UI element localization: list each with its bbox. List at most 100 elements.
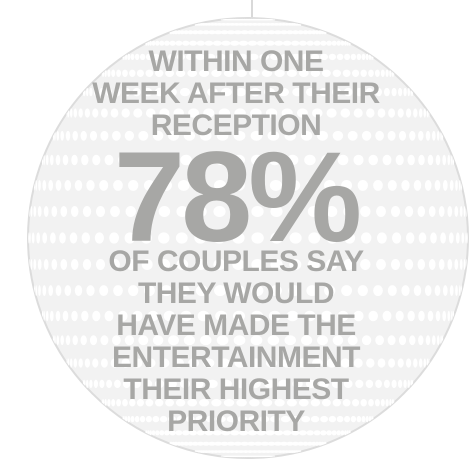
mirror-tile <box>373 179 383 191</box>
mirror-tile <box>375 130 384 141</box>
mirror-tile <box>205 415 216 423</box>
mirror-tile <box>332 130 344 141</box>
mirror-tile <box>357 285 368 297</box>
mirror-tile <box>267 130 280 141</box>
mirror-tile <box>375 335 384 346</box>
mirror-tile <box>247 441 256 446</box>
mirror-tile <box>300 335 313 346</box>
mirror-tile <box>365 379 374 389</box>
mirror-tile <box>311 441 317 446</box>
mirror-tile <box>92 108 99 118</box>
mirror-tile <box>179 30 185 35</box>
mirror-tile <box>48 285 54 297</box>
mirror-tile <box>459 205 463 218</box>
mirror-tile <box>139 415 146 423</box>
mirror-tile <box>305 379 317 389</box>
mirror-tile <box>168 335 179 346</box>
mirror-tile <box>199 398 210 407</box>
mirror-tile <box>424 285 432 297</box>
mirror-tile <box>315 441 320 446</box>
mirror-tile <box>226 415 237 423</box>
mirror-tile <box>447 258 453 271</box>
mirror-tile <box>398 87 403 97</box>
mirror-tile <box>197 441 204 446</box>
mirror-tile <box>194 258 207 271</box>
mirror-tile <box>112 130 121 141</box>
mirror-tile <box>292 379 303 389</box>
mirror-tile <box>221 430 231 436</box>
mirror-tile <box>218 358 231 368</box>
mirror-tile <box>43 310 45 322</box>
mirror-tile <box>236 398 247 407</box>
mirror-tile <box>145 398 154 407</box>
mirror-tile <box>302 30 309 35</box>
mirror-tile <box>267 335 280 346</box>
mirror-tile <box>145 108 156 118</box>
mirror-tile <box>337 310 349 322</box>
mirror-tile <box>167 379 177 389</box>
mirror-tile <box>212 40 222 46</box>
mirror-tile <box>159 415 168 423</box>
mirror-tile <box>413 108 418 118</box>
mirror-tile <box>407 154 415 166</box>
mirror-tile <box>385 69 389 78</box>
mirror-tile <box>37 258 42 271</box>
mirror-tile <box>297 441 304 446</box>
mirror-tile <box>220 30 229 35</box>
mirror-tile <box>189 430 198 436</box>
mirror-tile <box>344 53 351 61</box>
mirror-tile <box>248 415 259 423</box>
mirror-tile <box>317 335 328 346</box>
mirror-tile <box>304 154 316 166</box>
mirror-tile <box>192 441 199 446</box>
mirror-tile <box>163 154 175 166</box>
mirror-tile <box>216 130 229 141</box>
mirror-tile <box>463 205 466 218</box>
mirror-tile <box>95 258 106 271</box>
mirror-tile <box>387 285 397 297</box>
mirror-tile <box>454 205 459 218</box>
mirror-tile <box>373 285 383 297</box>
mirror-tile <box>264 87 275 97</box>
mirror-tile <box>55 154 61 166</box>
mirror-tile <box>80 130 87 141</box>
mirror-tile <box>459 285 461 297</box>
mirror-tile <box>86 179 95 191</box>
mirror-tile <box>69 108 73 118</box>
mirror-tile <box>361 335 372 346</box>
mirror-tile <box>247 30 256 35</box>
mirror-tile <box>278 87 289 97</box>
mirror-tile <box>138 335 149 346</box>
mirror-tile <box>69 358 73 368</box>
mirror-tile <box>176 415 186 423</box>
mirror-tile <box>418 108 423 118</box>
body-line-1: OF COUPLES SAY <box>108 245 364 278</box>
mirror-tile <box>205 53 216 61</box>
mirror-tile <box>265 358 278 368</box>
mirror-tile <box>321 310 333 322</box>
mirror-tile <box>72 130 78 141</box>
mirror-tile <box>342 69 351 78</box>
mirror-tile <box>169 40 176 46</box>
mirror-tile <box>461 232 465 244</box>
mirror-tile <box>49 310 54 322</box>
mirror-tile <box>159 430 165 436</box>
mirror-tile <box>179 87 191 97</box>
mirror-tile <box>215 310 228 322</box>
mirror-tile <box>397 358 404 368</box>
mirror-tile <box>116 398 122 407</box>
mirror-tile <box>89 130 98 141</box>
mirror-tile <box>389 69 392 78</box>
mirror-tile <box>274 430 284 436</box>
mirror-tile <box>71 154 78 166</box>
mirror-tile <box>417 258 426 271</box>
headline-line-1: WITHIN ONE <box>148 45 325 78</box>
mirror-tile <box>407 379 410 389</box>
mirror-tile <box>326 430 332 436</box>
mirror-tile <box>60 130 64 141</box>
mirror-tile <box>418 358 423 368</box>
mirror-tile <box>350 53 357 61</box>
mirror-tile <box>427 310 434 322</box>
mirror-tile <box>391 379 397 389</box>
mirror-tile <box>337 154 349 166</box>
